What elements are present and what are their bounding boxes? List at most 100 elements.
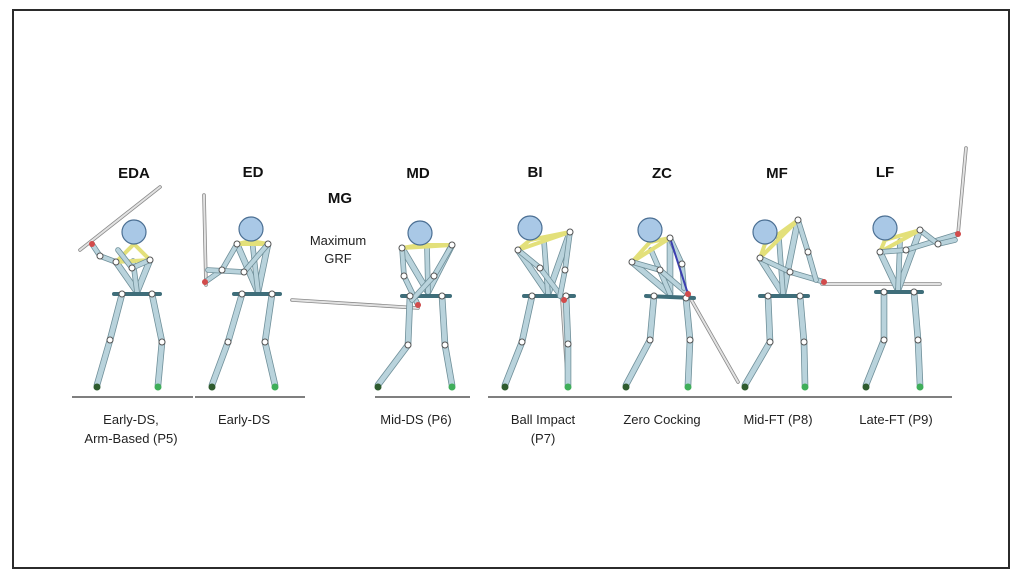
figure-md-head [407,220,433,246]
figure-lf-joint-6 [916,226,924,234]
figure-bi-joint-1 [518,338,526,346]
figure-mf-joint-8 [796,292,804,300]
figure-md-joint-8 [438,292,446,300]
mg-note-line-1: Maximum [309,233,367,248]
figure-md-right-shin [442,342,455,388]
figure-zc-joint-6 [666,234,674,242]
figure-lf-left-foot [862,383,870,391]
figure-eda-joint-2 [158,338,166,346]
phase-caption-eda: Early-DS, Arm-Based (P5) [84,410,177,448]
mg-note-line-2: GRF [324,251,352,266]
figure-eda-joint-1 [106,336,114,344]
phase-code-eda: EDA [118,165,150,182]
figure-bi-left-thigh [519,293,535,345]
phase-code-mf: MF [766,165,788,182]
figure-eda-hand-marker [89,241,95,247]
figure-eda-right-foot [154,383,162,391]
figure-zc-right-foot [684,383,692,391]
figure-md-joint-1 [404,341,412,349]
figure-ed-left-upper-arm [220,242,239,272]
figure-eda-right-torso [134,257,153,295]
figure-mf-joint-6 [794,216,802,224]
figure-bi-joint-5 [514,246,522,254]
figure-eda-joint-3 [96,252,104,260]
phase-code-ed: ED [242,164,264,181]
mg-note: Maximum GRF [310,232,366,268]
figure-md-hand-marker [415,302,421,308]
figure-eda-head [121,219,147,245]
figure-eda-joint-6 [146,256,154,264]
phase-caption-ed-line-1: Early-DS [217,412,271,427]
figure-bi-right-upper-arm [563,230,572,272]
figure-zc-right-shin [685,337,693,388]
phase-caption-zc: Zero Cocking [623,410,700,429]
figure-eda-joint-4 [128,264,136,272]
figure-md-joint-7 [406,292,414,300]
figure-lf-joint-8 [910,288,918,296]
figure-eda-right-shin [155,339,165,388]
figure-mf-joint-7 [764,292,772,300]
figure-bi-left-foot [501,383,509,391]
figure-zc-head [637,217,663,243]
phase-code-zc: ZC [652,165,672,182]
figure-mf-right-forearm [806,250,818,282]
figure-lf-joint-2 [914,336,922,344]
figure-bi-spine [542,239,550,296]
figure-ed-right-thigh [262,291,275,345]
figure-ed-left-thigh [225,291,245,345]
figure-eda-left-thigh [107,291,125,343]
figure-eda-left-torso [113,259,140,295]
phase-caption-bi-line-1: Ball Impact [510,412,576,427]
phase-caption-mf: Mid-FT (P8) [743,410,812,429]
figure-ed-joint-5 [233,240,241,248]
figure-bi-joint-7 [528,292,536,300]
figure-ed-joint-3 [218,266,226,274]
figure-ed-head [238,216,264,242]
figure-mf-right-shin [801,339,808,388]
figure-eda-joint-5 [112,258,120,266]
figure-lf-club [957,147,967,235]
figure-mf-right-foot [801,383,809,391]
figure-mf-left-torso [757,255,786,297]
phase-caption-ed: Early-DS [218,410,270,429]
figure-zc-joint-1 [646,336,654,344]
figure-zc-joint-2 [686,336,694,344]
figure-eda-right-forearm [116,248,134,270]
figure-bi-shoulder-girdle [516,230,572,252]
figure-mf-right-thigh [797,293,807,345]
figure-ed-shoulder-girdle [235,239,270,246]
figure-zc-left-thigh [647,293,657,343]
phase-caption-lf-line-1: Late-FT (P9) [859,412,933,427]
figure-bi-right-thigh [563,293,571,347]
figure-lf-right-thigh [911,289,921,343]
figure-md-right-upper-arm [432,243,454,278]
figure-lf-joint-3 [902,246,910,254]
figure-zc-joint-3 [656,266,664,274]
figure-lf-head [872,215,898,241]
figure-eda-shoulder-girdle [114,242,152,264]
figure-eda-joint-8 [148,290,156,298]
figure-bi-left-upper-arm [516,248,542,270]
figure-ed-hand-marker [202,279,208,285]
figure-ed-joint-8 [268,290,276,298]
figure-mf-joint-3 [786,268,794,276]
figure-lf-left-torso [877,249,901,293]
figure-ed-right-upper-arm [242,242,270,274]
figure-zc-shoulder-girdle [630,236,672,264]
figure-ed-right-shin [262,339,278,388]
figure-bi-left-shin [502,339,525,388]
phase-caption-bi-line-2: (P7) [530,431,556,446]
figure-bi-right-foot [564,383,572,391]
figure-zc-left-foot [622,383,630,391]
figure-ed-right-foot [271,383,279,391]
figure-md-shoulder-girdle [400,243,454,250]
figure-mf-left-forearm [788,270,826,284]
phase-caption-mf-line-1: Mid-FT (P8) [743,412,813,427]
figure-zc-left-shin [623,337,653,388]
phase-caption-md-line-1: Mid-DS (P6) [380,412,452,427]
figure-mf-left-upper-arm [758,256,792,274]
figure-lf-joint-4 [934,240,942,248]
figure-bi-joint-3 [536,264,544,272]
figure-lf-right-upper-arm [918,228,940,246]
figure-md-right-thigh [439,293,448,348]
